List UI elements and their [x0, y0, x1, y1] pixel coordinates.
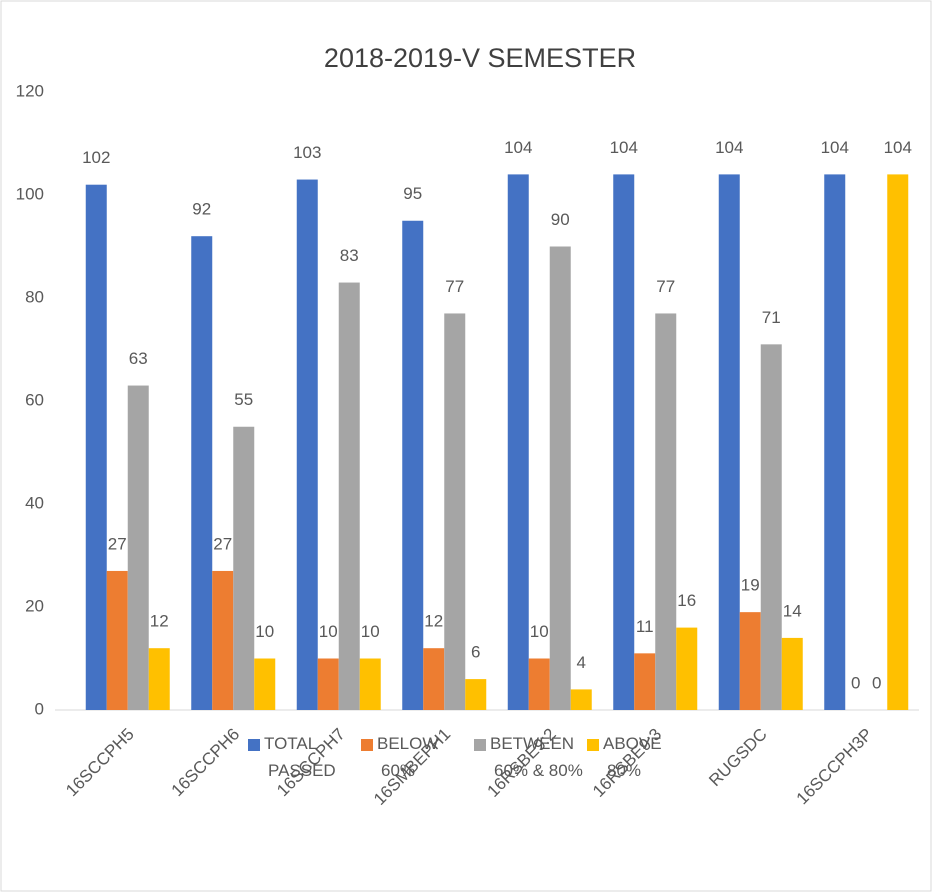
legend-label: TOTAL PASSED	[264, 734, 336, 780]
bar	[528, 658, 550, 710]
value-label: 27	[108, 534, 127, 553]
value-label: 103	[293, 143, 321, 162]
bar	[760, 344, 782, 710]
bar	[739, 612, 761, 710]
legend-label: BELOW 60%	[377, 734, 443, 780]
bar	[359, 658, 381, 710]
bar	[465, 679, 487, 710]
y-tick-label: 80	[25, 287, 44, 306]
value-label: 10	[361, 622, 380, 641]
value-label: 63	[129, 349, 148, 368]
value-label: 16	[677, 591, 696, 610]
bar	[718, 174, 740, 710]
legend-label: BETWEEN 60% & 80%	[490, 734, 583, 780]
value-label: 104	[884, 138, 912, 157]
bar	[296, 179, 318, 711]
value-label: 4	[577, 653, 586, 672]
bar	[127, 385, 149, 710]
bar	[402, 220, 424, 710]
legend-label: ABOVE 80%	[603, 734, 666, 780]
bar	[634, 653, 656, 710]
value-label: 6	[471, 643, 480, 662]
value-label: 104	[821, 138, 849, 157]
value-label: 14	[783, 601, 802, 620]
bar	[676, 627, 698, 710]
value-label: 12	[424, 612, 443, 631]
bar	[106, 570, 128, 710]
y-tick-label: 100	[16, 184, 44, 203]
y-tick-label: 20	[25, 596, 44, 615]
bar	[887, 174, 909, 710]
value-label: 10	[319, 622, 338, 641]
bar	[444, 313, 466, 710]
value-label: 0	[851, 673, 860, 692]
bar	[549, 246, 571, 710]
value-label: 27	[213, 534, 232, 553]
bar	[613, 174, 635, 710]
value-label: 102	[82, 148, 110, 167]
value-label: 71	[762, 308, 781, 327]
legend-swatch	[474, 739, 486, 751]
value-label: 104	[504, 138, 532, 157]
bar	[570, 689, 592, 710]
value-label: 10	[255, 622, 274, 641]
value-label: 77	[445, 277, 464, 296]
value-label: 104	[610, 138, 638, 157]
bar	[212, 570, 234, 710]
y-tick-label: 120	[16, 81, 44, 100]
bar	[233, 426, 255, 710]
bar	[85, 184, 107, 710]
value-label: 12	[150, 612, 169, 631]
value-label: 83	[340, 246, 359, 265]
bar	[655, 313, 677, 710]
value-label: 55	[234, 390, 253, 409]
bar	[507, 174, 529, 710]
value-label: 77	[656, 277, 675, 296]
value-label: 92	[192, 200, 211, 219]
value-label: 11	[636, 617, 654, 636]
value-label: 0	[872, 673, 881, 692]
legend-swatch	[587, 739, 599, 751]
bar	[317, 658, 339, 710]
legend-swatch	[248, 739, 260, 751]
y-tick-label: 40	[25, 493, 44, 512]
value-label: 90	[551, 210, 570, 229]
value-label: 95	[403, 184, 422, 203]
bar	[254, 658, 276, 710]
bar	[824, 174, 846, 710]
y-tick-label: 60	[25, 390, 44, 409]
legend-swatch	[361, 739, 373, 751]
bar	[191, 236, 213, 710]
bar	[338, 282, 360, 710]
value-label: 19	[741, 576, 760, 595]
chart-title: 2018-2019-V SEMESTER	[324, 43, 636, 73]
value-label: 104	[715, 138, 743, 157]
bar	[781, 637, 803, 710]
bar	[148, 648, 170, 710]
value-label: 10	[530, 622, 549, 641]
y-tick-label: 0	[35, 699, 44, 718]
bar	[423, 648, 445, 710]
